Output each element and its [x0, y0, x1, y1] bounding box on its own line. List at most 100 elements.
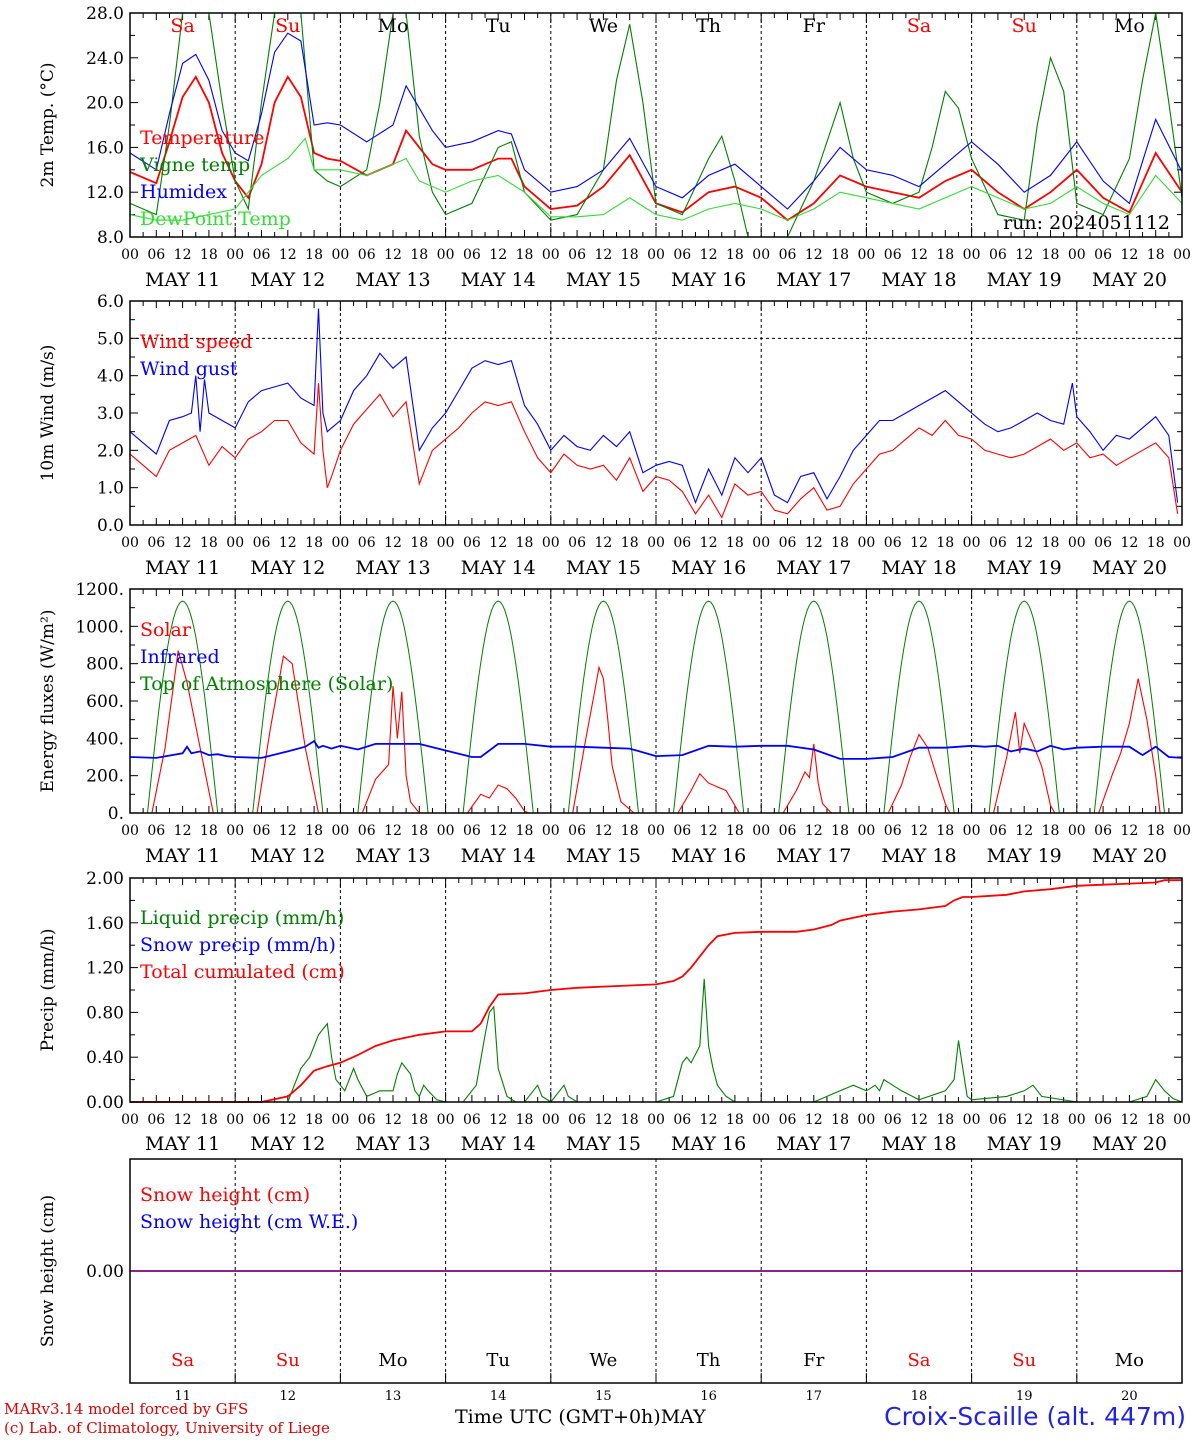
weekday-label: Sa: [907, 1350, 930, 1371]
date-label: MAY 11: [145, 845, 220, 867]
y-tick-label: 16.0: [86, 138, 124, 158]
weekday-label: Sa: [171, 1350, 194, 1371]
hour-label: 00: [331, 823, 349, 839]
toa-solar-curve: [673, 600, 745, 814]
hour-label: 00: [647, 1112, 665, 1128]
weekday-label: Su: [276, 1350, 300, 1371]
y-axis-title: 10m Wind (m/s): [38, 345, 58, 482]
plot-frame: [129, 12, 1183, 238]
hour-label: 12: [489, 247, 507, 263]
hour-label: 00: [121, 823, 139, 839]
date-label: MAY 11: [145, 557, 220, 579]
hour-label: 00: [752, 535, 770, 551]
legend-entry: Total cumulated (cm): [140, 961, 345, 983]
hour-label: 12: [805, 247, 823, 263]
day-number-label: 16: [700, 1389, 717, 1404]
hour-label: 12: [910, 535, 928, 551]
hour-label: 12: [384, 823, 402, 839]
hour-label: 06: [884, 1112, 902, 1128]
hour-label: 18: [305, 1112, 323, 1128]
toa-solar-curve: [883, 600, 955, 814]
y-tick-label: 1200.: [75, 580, 124, 600]
hour-label: 00: [437, 247, 455, 263]
date-label: MAY 16: [671, 845, 746, 867]
hour-label: 00: [1173, 1112, 1191, 1128]
hour-label: 18: [305, 247, 323, 263]
hour-label: 06: [147, 1112, 165, 1128]
date-label: MAY 13: [355, 557, 430, 579]
hour-label: 00: [963, 247, 981, 263]
date-label: MAY 16: [671, 557, 746, 579]
date-label: MAY 20: [1092, 845, 1167, 867]
hour-label: 18: [1042, 823, 1060, 839]
hour-label: 18: [726, 823, 744, 839]
y-axis-title: Precip (mm/h): [38, 928, 58, 1051]
hour-label: 12: [594, 823, 612, 839]
date-label: MAY 17: [776, 845, 851, 867]
hour-label: 18: [621, 1112, 639, 1128]
hour-label: 18: [200, 247, 218, 263]
hour-label: 18: [516, 1112, 534, 1128]
y-tick-label: 6.0: [97, 292, 124, 312]
legend-entry: Infrared: [140, 646, 220, 668]
y-tick-label: 400.: [86, 729, 124, 749]
hour-label: 18: [410, 1112, 428, 1128]
hour-label: 00: [331, 535, 349, 551]
series-line: [129, 32, 1183, 210]
hour-label: 12: [1120, 247, 1138, 263]
hour-label: 00: [857, 535, 875, 551]
hour-label: 00: [121, 247, 139, 263]
hour-label: 12: [594, 535, 612, 551]
date-label: MAY 20: [1092, 269, 1167, 291]
date-label: MAY 17: [776, 557, 851, 579]
hour-label: 12: [700, 1112, 718, 1128]
y-tick-label: 20.0: [86, 94, 124, 114]
series-line: [130, 879, 1182, 1103]
weekday-label: Th: [696, 15, 721, 37]
hour-label: 06: [884, 247, 902, 263]
toa-solar-curve: [567, 600, 639, 814]
hour-label: 12: [805, 823, 823, 839]
weekday-label: Mo: [1115, 1350, 1144, 1371]
plot-frame: [129, 588, 1183, 814]
y-tick-label: 0.0: [97, 516, 124, 536]
hour-label: 06: [884, 535, 902, 551]
hour-label: 18: [1042, 247, 1060, 263]
plot-frame: [129, 300, 1183, 526]
hour-label: 12: [1120, 1112, 1138, 1128]
hour-label: 06: [568, 247, 586, 263]
weekday-label: Fr: [803, 1350, 824, 1371]
hour-label: 00: [752, 1112, 770, 1128]
hour-label: 18: [305, 535, 323, 551]
hour-label: 06: [673, 823, 691, 839]
date-label: MAY 15: [566, 845, 641, 867]
toa-solar-curve: [988, 600, 1060, 814]
date-label: MAY 17: [776, 1133, 851, 1155]
y-tick-label: 12.0: [86, 183, 124, 203]
toa-solar-curve: [357, 600, 429, 814]
date-label: MAY 12: [250, 1133, 325, 1155]
legend-entry: Snow precip (mm/h): [140, 934, 336, 956]
hour-label: 06: [989, 823, 1007, 839]
hour-label: 12: [594, 1112, 612, 1128]
weekday-label: Tu: [486, 15, 511, 37]
hour-label: 12: [910, 1112, 928, 1128]
hour-label: 12: [279, 1112, 297, 1128]
hour-label: 12: [174, 247, 192, 263]
hour-label: 06: [358, 1112, 376, 1128]
hour-label: 00: [437, 823, 455, 839]
y-tick-label: 0.00: [86, 1262, 124, 1282]
hour-label: 18: [936, 247, 954, 263]
day-number-label: 11: [174, 1389, 191, 1404]
hour-label: 12: [279, 823, 297, 839]
hour-label: 06: [463, 823, 481, 839]
date-label: MAY 20: [1092, 557, 1167, 579]
toa-solar-curve: [1093, 600, 1165, 814]
hour-label: 18: [200, 1112, 218, 1128]
date-label: MAY 18: [881, 1133, 956, 1155]
hour-label: 06: [358, 823, 376, 839]
weekday-label: Mo: [1114, 15, 1145, 37]
date-label: MAY 15: [566, 1133, 641, 1155]
y-tick-label: 0.00: [86, 1093, 124, 1113]
date-label: MAY 15: [566, 269, 641, 291]
